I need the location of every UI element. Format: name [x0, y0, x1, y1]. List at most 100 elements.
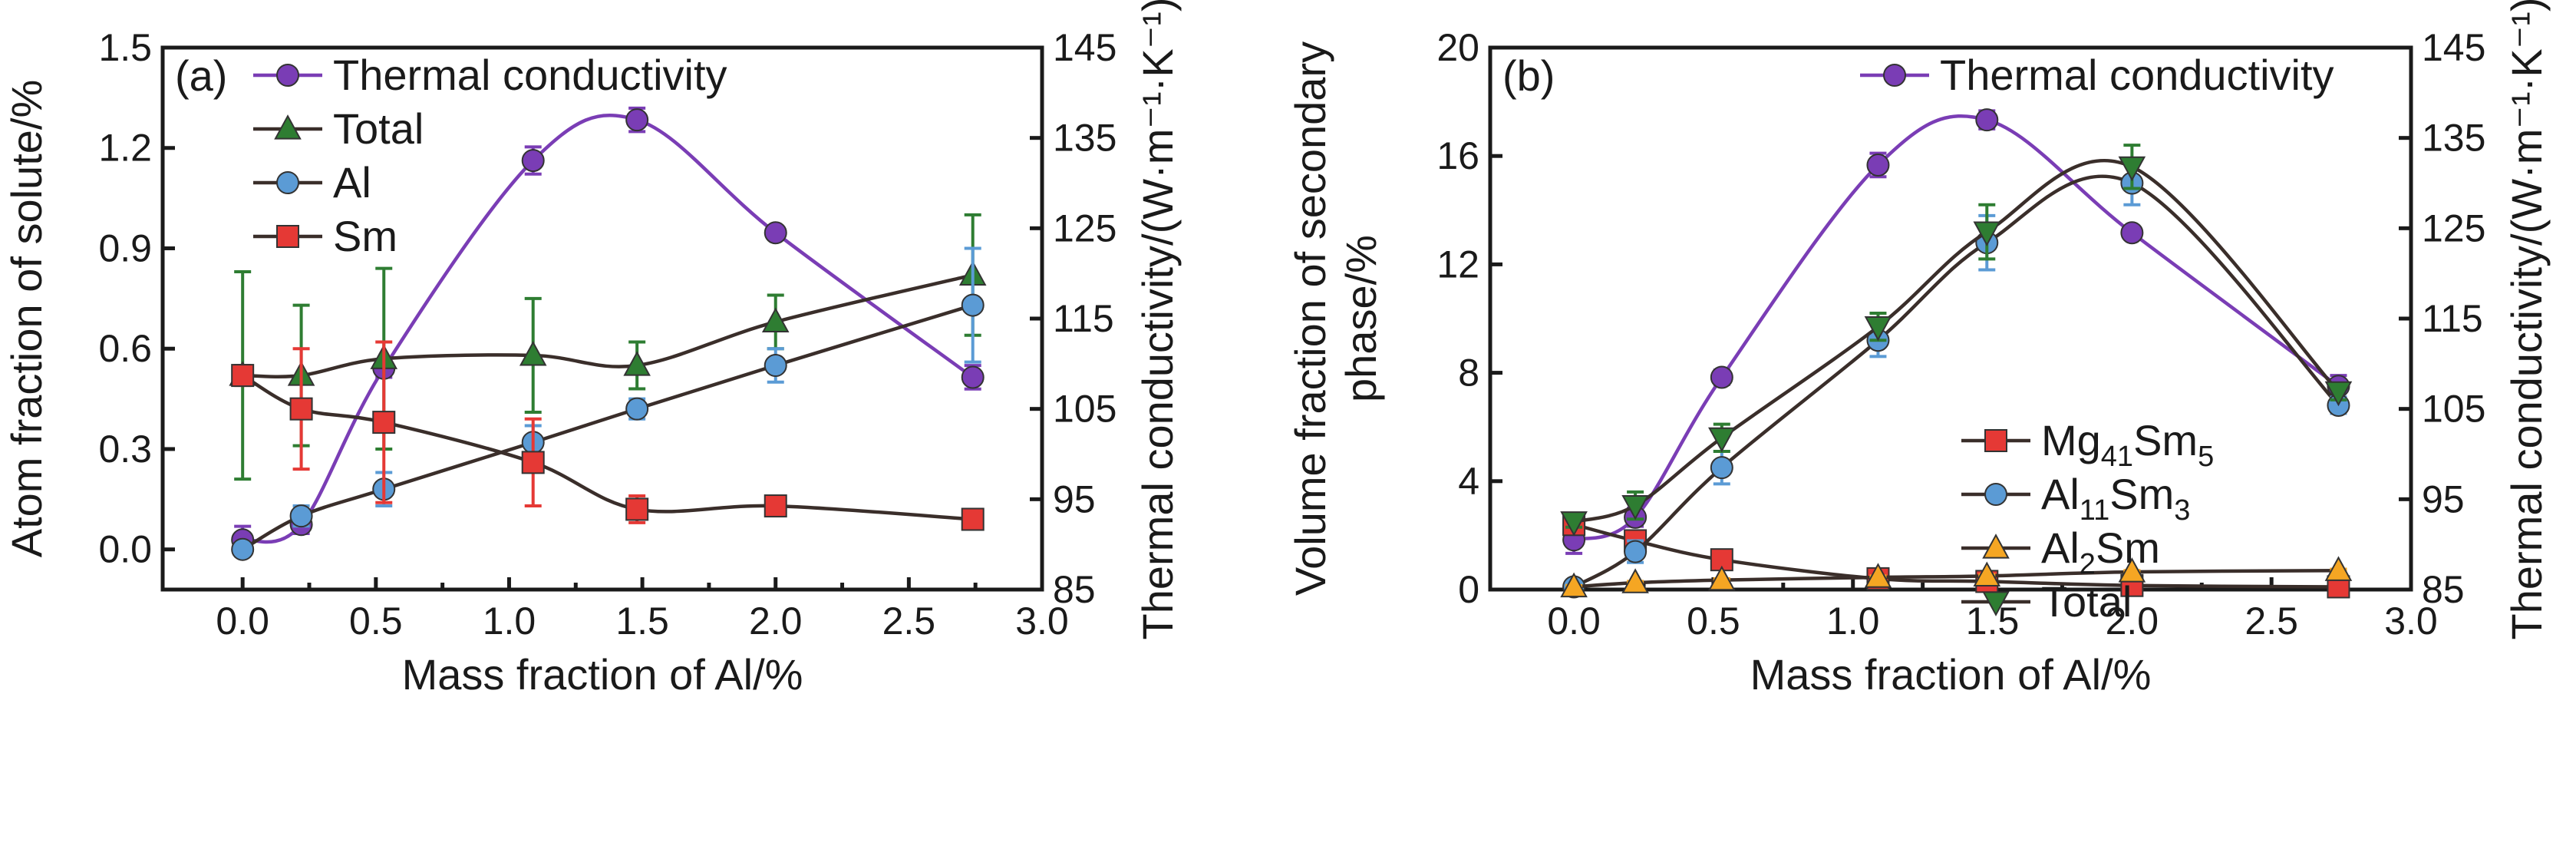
legend-label: Al2Sm — [2041, 524, 2160, 580]
y2-tick-label: 95 — [2422, 477, 2465, 520]
data-point — [2120, 221, 2144, 245]
legend-label: Al11Sm3 — [2041, 470, 2190, 527]
series-al2sm — [1560, 556, 2353, 598]
y2-tick-label: 115 — [2422, 297, 2483, 340]
y-tick-label: 0.9 — [98, 226, 152, 269]
data-point — [1621, 568, 1649, 593]
legend-label: Sm — [333, 212, 397, 260]
legend-marker — [274, 114, 302, 140]
y-tick-label: 1.2 — [98, 127, 152, 170]
y-tick-label: 1.5 — [98, 26, 152, 69]
data-point — [1708, 565, 1736, 591]
y2-tick-label: 135 — [2422, 117, 2485, 160]
data-point — [1710, 456, 1733, 480]
data-point — [2118, 557, 2146, 583]
data-point — [1864, 316, 1892, 342]
data-point — [764, 354, 787, 378]
data-point — [961, 293, 985, 317]
x-tick-label: 1.5 — [615, 600, 669, 643]
series-line — [242, 303, 974, 551]
data-point — [625, 497, 649, 521]
legend: Thermal conductivity Total Al Sm — [253, 51, 727, 260]
series-total — [1560, 144, 2353, 537]
data-point — [1560, 511, 1588, 537]
y2-tick-label: 85 — [1053, 568, 1096, 611]
series-line — [1573, 523, 2339, 589]
x-tick-label: 2.0 — [2106, 600, 2159, 643]
y2-axis-label: Thermal conductivity/(W·m⁻¹·K⁻¹) — [2502, 0, 2551, 639]
y-tick-label: 0.0 — [98, 528, 152, 571]
series-line — [1573, 114, 2340, 542]
data-point — [961, 507, 985, 531]
data-point — [761, 307, 790, 332]
data-point — [623, 351, 651, 376]
chart-panel-a: 0.0 0.5 1.0 1.5 2.0 2.5 3.0 0.0 0.3 0.6 0.9 1.2 1.5 8… — [2, 0, 1182, 699]
data-point — [625, 397, 649, 421]
y2-tick-label: 145 — [2422, 26, 2485, 69]
series-line — [1572, 174, 2340, 589]
x-tick-label: 1.0 — [1826, 600, 1880, 643]
y2-tick-label: 105 — [1053, 388, 1116, 431]
legend-marker — [1984, 429, 2007, 452]
data-point — [764, 221, 787, 245]
data-point — [1866, 153, 1890, 177]
data-point — [519, 341, 547, 366]
y-tick-label: 16 — [1436, 134, 1479, 177]
y2-tick-label: 145 — [1053, 26, 1116, 69]
legend-marker — [1982, 591, 2010, 616]
y2-tick-label: 85 — [2422, 568, 2465, 611]
x-tick-label: 0.0 — [1547, 600, 1601, 643]
data-point — [1624, 540, 1648, 563]
x-tick-label: 2.5 — [882, 600, 936, 643]
x-tick-label: 3.0 — [2384, 600, 2438, 643]
y2-tick-label: 125 — [2422, 206, 2485, 249]
x-tick-label: 1.0 — [483, 600, 536, 643]
x-axis-label: Mass fraction of Al/% — [402, 650, 803, 699]
y-tick-label: 0.6 — [98, 327, 152, 370]
y-tick-label: 0 — [1458, 568, 1479, 611]
y2-tick-label: 135 — [1053, 117, 1116, 160]
y-tick-label: 4 — [1458, 460, 1479, 503]
data-point — [521, 149, 545, 173]
data-point — [2118, 156, 2146, 182]
series-thermal-conductivity — [1562, 108, 2350, 555]
legend-marker — [276, 64, 299, 87]
legend-label: Mg41Sm5 — [2041, 416, 2214, 473]
x-tick-label: 0.0 — [216, 600, 269, 643]
y2-tick-label: 105 — [2422, 388, 2485, 431]
series-line — [1573, 569, 2339, 589]
y-tick-label: 8 — [1458, 352, 1479, 395]
data-point — [764, 494, 787, 518]
y2-axis-label: Thermal conductivity/(W·m⁻¹·K⁻¹) — [1133, 0, 1182, 639]
data-point — [625, 108, 649, 132]
data-point — [1710, 365, 1733, 389]
data-point — [289, 397, 313, 421]
y2-tick-label: 125 — [1053, 206, 1116, 249]
data-point — [372, 411, 396, 434]
chart-panel-b: 0.0 0.5 1.0 1.5 2.0 2.5 3.00481216208595105115… — [1286, 0, 2551, 699]
y2-tick-label: 115 — [1053, 297, 1114, 340]
data-point — [231, 364, 255, 388]
series-line — [242, 374, 973, 521]
series-al11sm3 — [1562, 160, 2350, 599]
data-point — [2324, 556, 2353, 581]
data-point — [231, 537, 255, 561]
x-tick-label: 0.5 — [349, 600, 403, 643]
x-axis-label: Mass fraction of Al/% — [1750, 650, 2152, 699]
data-point — [1560, 572, 1588, 598]
data-point — [1973, 561, 2001, 586]
legend-marker — [1984, 483, 2007, 506]
data-point — [1708, 427, 1736, 453]
x-tick-label: 2.0 — [749, 600, 803, 643]
x-tick-label: 3.0 — [1015, 600, 1069, 643]
x-tick-label: 2.5 — [2245, 600, 2298, 643]
legend-marker — [1883, 64, 1906, 87]
panel-label: (b) — [1502, 51, 1555, 100]
legend-label: Thermal conductivity — [333, 51, 727, 99]
panel-label: (a) — [175, 51, 227, 100]
series-al — [231, 246, 985, 561]
y-tick-label: 0.3 — [98, 428, 152, 471]
y-axis-label: Volume fraction of secondaryphase/% — [1286, 41, 1385, 596]
data-point — [289, 504, 313, 528]
